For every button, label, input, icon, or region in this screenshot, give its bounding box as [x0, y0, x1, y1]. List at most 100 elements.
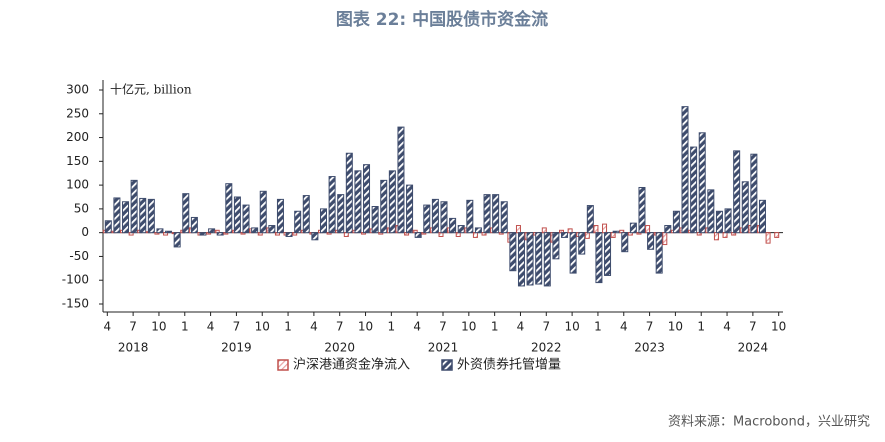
x-tick-label: 4 [310, 320, 318, 334]
bar [715, 210, 723, 234]
bar [584, 232, 590, 239]
bar [466, 199, 474, 234]
x-tick-label: 10 [771, 320, 786, 334]
bar [500, 201, 508, 234]
bar [190, 216, 198, 234]
bar [541, 227, 547, 234]
bar [147, 198, 155, 234]
bar [363, 164, 371, 234]
bar [604, 232, 612, 276]
legend-swatch [277, 359, 289, 371]
bar [567, 228, 573, 234]
year-label: 2018 [118, 341, 149, 355]
bar [724, 208, 732, 234]
bar [139, 197, 147, 234]
bar [216, 232, 224, 236]
bar [397, 126, 405, 234]
bar [586, 205, 594, 234]
bar [337, 194, 345, 234]
x-tick-label: 1 [697, 320, 705, 334]
bar [354, 170, 362, 234]
legend-label: 沪深港通资金净流入 [293, 357, 410, 373]
x-tick-label: 4 [517, 320, 525, 334]
y-tick-label: 100 [66, 178, 89, 192]
bar [526, 232, 534, 286]
chart-title: 图表 22: 中国股债市资金流 [336, 9, 548, 30]
bar [294, 210, 302, 234]
bar [276, 198, 284, 234]
bar [414, 232, 422, 238]
bar [251, 227, 259, 234]
x-tick-label: 7 [336, 320, 344, 334]
source: 资料来源：Macrobond，兴业研究 [668, 415, 870, 430]
bar [233, 196, 241, 234]
bar [672, 210, 680, 234]
x-tick-label: 10 [668, 320, 683, 334]
x-tick-label: 4 [723, 320, 731, 334]
y-tick-label: -100 [62, 273, 89, 287]
year-label: 2021 [428, 341, 459, 355]
bar [733, 150, 741, 234]
bar [758, 199, 766, 234]
x-tick-label: 4 [103, 320, 111, 334]
bar [225, 183, 233, 234]
x-tick-label: 10 [461, 320, 476, 334]
bar [610, 232, 616, 238]
bar [664, 225, 672, 234]
bar [578, 232, 586, 255]
bar [199, 232, 207, 236]
bar [457, 225, 465, 234]
bar [388, 170, 396, 234]
x-tick-label: 10 [255, 320, 270, 334]
bar [165, 230, 173, 234]
bar [455, 232, 461, 237]
bar [319, 208, 327, 234]
bar [595, 232, 603, 284]
bar [681, 106, 689, 234]
bar [122, 201, 130, 234]
bar [543, 232, 551, 287]
x-tick-label: 4 [413, 320, 421, 334]
bar [113, 197, 121, 234]
bar [104, 220, 112, 234]
bar [638, 186, 646, 234]
bar [774, 232, 780, 238]
bar [311, 232, 319, 241]
bar [440, 201, 448, 234]
x-tick-label: 1 [388, 320, 396, 334]
unit-label: 十亿元, billion [110, 82, 192, 97]
x-tick-label: 10 [151, 320, 166, 334]
legend-swatch [441, 359, 453, 371]
bar [552, 232, 560, 260]
y-tick-label: 200 [66, 130, 89, 144]
x-tick-label: 7 [439, 320, 447, 334]
bar [285, 232, 293, 237]
bar [765, 232, 771, 244]
x-tick-label: 4 [207, 320, 215, 334]
x-tick-label: 7 [129, 320, 137, 334]
y-tick-label: 250 [66, 106, 89, 120]
y-tick-label: 150 [66, 154, 89, 168]
bar [449, 217, 457, 234]
bar [371, 206, 379, 234]
year-label: 2022 [531, 341, 562, 355]
x-tick-label: 10 [564, 320, 579, 334]
bar [713, 232, 719, 241]
year-label: 2023 [634, 341, 665, 355]
bar [561, 232, 569, 238]
bar [602, 223, 608, 234]
year-label: 2019 [221, 341, 252, 355]
bar [259, 190, 267, 234]
bar [182, 193, 190, 234]
bar [380, 179, 388, 234]
bar [423, 204, 431, 234]
x-tick-label: 1 [491, 320, 499, 334]
bar [208, 228, 216, 234]
bar [268, 225, 276, 234]
bar [662, 232, 668, 246]
y-tick-label: 300 [66, 83, 89, 97]
y-tick-label: 0 [81, 225, 89, 239]
bar [535, 232, 543, 285]
bar [509, 232, 517, 272]
